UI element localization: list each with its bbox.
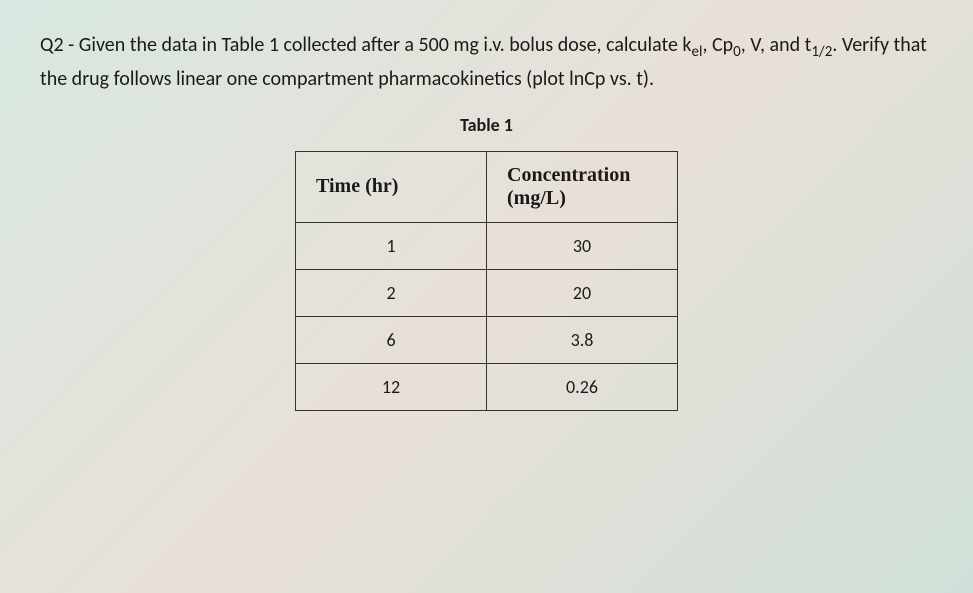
question-text: Q2 - Given the data in Table 1 collected… [40,30,933,94]
data-table: Time (hr) Concentration (mg/L) 1 30 2 20… [295,151,678,411]
q-mid1: , Cp [702,33,733,57]
header-concentration: Concentration (mg/L) [487,151,678,222]
cell-time: 6 [296,316,487,363]
table-row: 1 30 [296,222,678,269]
q-mid2: , V, and t [741,33,812,57]
header-conc-line1: Concentration [507,164,630,186]
cell-conc: 0.26 [487,363,678,410]
header-conc-line2: (mg/L) [507,187,566,209]
cell-conc: 3.8 [487,316,678,363]
cell-conc: 30 [487,222,678,269]
cell-conc: 20 [487,269,678,316]
q-prefix: Q2 - Given the data in Table 1 collected… [40,33,692,57]
table-row: 12 0.26 [296,363,678,410]
table-row: 6 3.8 [296,316,678,363]
table-caption: Table 1 [40,114,933,136]
q-sub-half: 1/2 [811,43,832,61]
cell-time: 12 [296,363,487,410]
table-header-row: Time (hr) Concentration (mg/L) [296,151,678,222]
cell-time: 1 [296,222,487,269]
q-sub-el: el [692,43,703,61]
header-time: Time (hr) [296,151,487,222]
table-row: 2 20 [296,269,678,316]
q-sub-0: 0 [733,43,741,61]
cell-time: 2 [296,269,487,316]
